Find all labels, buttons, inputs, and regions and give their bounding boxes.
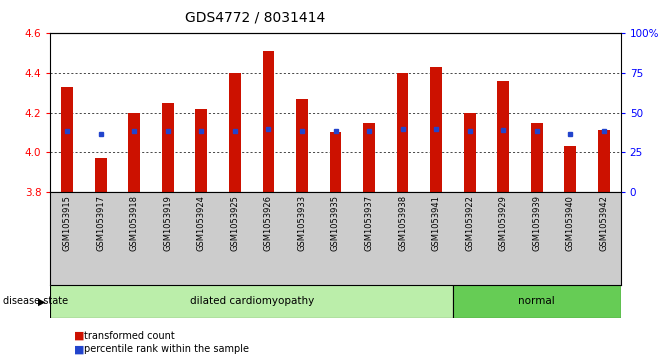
Text: GSM1053938: GSM1053938 bbox=[398, 195, 407, 251]
Bar bbox=[296, 99, 308, 192]
Text: GSM1053926: GSM1053926 bbox=[264, 195, 273, 251]
Text: GSM1053917: GSM1053917 bbox=[96, 195, 105, 251]
Text: GSM1053915: GSM1053915 bbox=[62, 195, 72, 251]
Bar bbox=[95, 159, 107, 192]
Bar bbox=[397, 73, 409, 192]
Text: GSM1053933: GSM1053933 bbox=[297, 195, 307, 251]
Text: GSM1053918: GSM1053918 bbox=[130, 195, 139, 251]
Text: GSM1053939: GSM1053939 bbox=[532, 195, 541, 251]
Bar bbox=[464, 113, 476, 192]
Text: GSM1053929: GSM1053929 bbox=[499, 195, 508, 251]
Bar bbox=[229, 73, 241, 192]
Bar bbox=[61, 87, 73, 192]
Text: GSM1053940: GSM1053940 bbox=[566, 195, 575, 251]
Bar bbox=[50, 285, 453, 318]
Text: GSM1053942: GSM1053942 bbox=[599, 195, 609, 251]
Bar bbox=[363, 122, 375, 192]
Bar bbox=[497, 81, 509, 192]
Bar bbox=[162, 103, 174, 192]
Text: ■: ■ bbox=[74, 344, 85, 354]
Text: GSM1053919: GSM1053919 bbox=[163, 195, 172, 251]
Text: ▶: ▶ bbox=[38, 296, 46, 306]
Text: GSM1053925: GSM1053925 bbox=[230, 195, 240, 251]
Text: GSM1053937: GSM1053937 bbox=[364, 195, 374, 251]
Bar bbox=[598, 130, 610, 192]
Bar bbox=[262, 51, 274, 192]
Bar bbox=[430, 67, 442, 192]
Text: disease state: disease state bbox=[3, 296, 68, 306]
Text: transformed count: transformed count bbox=[84, 331, 174, 341]
Bar bbox=[128, 113, 140, 192]
Text: GSM1053922: GSM1053922 bbox=[465, 195, 474, 251]
Text: percentile rank within the sample: percentile rank within the sample bbox=[84, 344, 249, 354]
Bar bbox=[195, 109, 207, 192]
Bar bbox=[453, 285, 621, 318]
Bar bbox=[329, 132, 342, 192]
Text: GSM1053941: GSM1053941 bbox=[431, 195, 441, 251]
Text: normal: normal bbox=[519, 296, 555, 306]
Bar bbox=[564, 147, 576, 192]
Text: ■: ■ bbox=[74, 331, 85, 341]
Text: GSM1053924: GSM1053924 bbox=[197, 195, 206, 251]
Text: GDS4772 / 8031414: GDS4772 / 8031414 bbox=[185, 11, 325, 25]
Text: dilated cardiomyopathy: dilated cardiomyopathy bbox=[189, 296, 314, 306]
Bar bbox=[531, 122, 543, 192]
Text: GSM1053935: GSM1053935 bbox=[331, 195, 340, 251]
